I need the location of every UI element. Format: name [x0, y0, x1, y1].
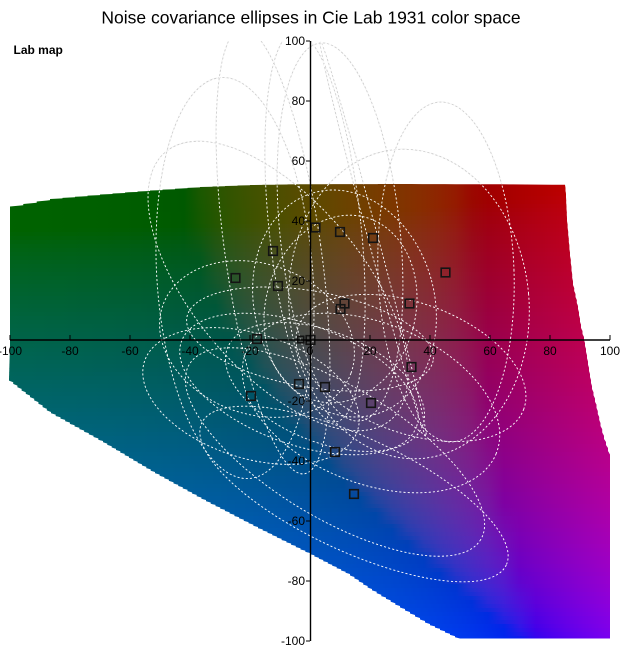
svg-text:40: 40 — [423, 344, 437, 358]
svg-text:-80: -80 — [288, 574, 306, 588]
svg-text:-40: -40 — [181, 344, 199, 358]
svg-text:60: 60 — [483, 344, 497, 358]
svg-text:20: 20 — [363, 344, 377, 358]
svg-text:-20: -20 — [241, 344, 259, 358]
svg-text:-20: -20 — [288, 394, 306, 408]
svg-text:Noise covariance ellipses in C: Noise covariance ellipses in Cie Lab 193… — [101, 8, 520, 28]
svg-text:-60: -60 — [288, 514, 306, 528]
svg-text:-100: -100 — [281, 634, 305, 648]
svg-text:100: 100 — [600, 344, 620, 358]
svg-text:0: 0 — [307, 344, 314, 358]
svg-text:80: 80 — [292, 94, 306, 108]
svg-text:80: 80 — [543, 344, 557, 358]
svg-text:-40: -40 — [288, 454, 306, 468]
svg-text:Lab map: Lab map — [14, 43, 63, 57]
svg-text:100: 100 — [285, 34, 305, 48]
svg-text:-100: -100 — [0, 344, 22, 358]
svg-text:20: 20 — [292, 274, 306, 288]
svg-text:-60: -60 — [121, 344, 139, 358]
svg-text:40: 40 — [292, 214, 306, 228]
svg-text:-80: -80 — [61, 344, 79, 358]
svg-text:60: 60 — [292, 154, 306, 168]
